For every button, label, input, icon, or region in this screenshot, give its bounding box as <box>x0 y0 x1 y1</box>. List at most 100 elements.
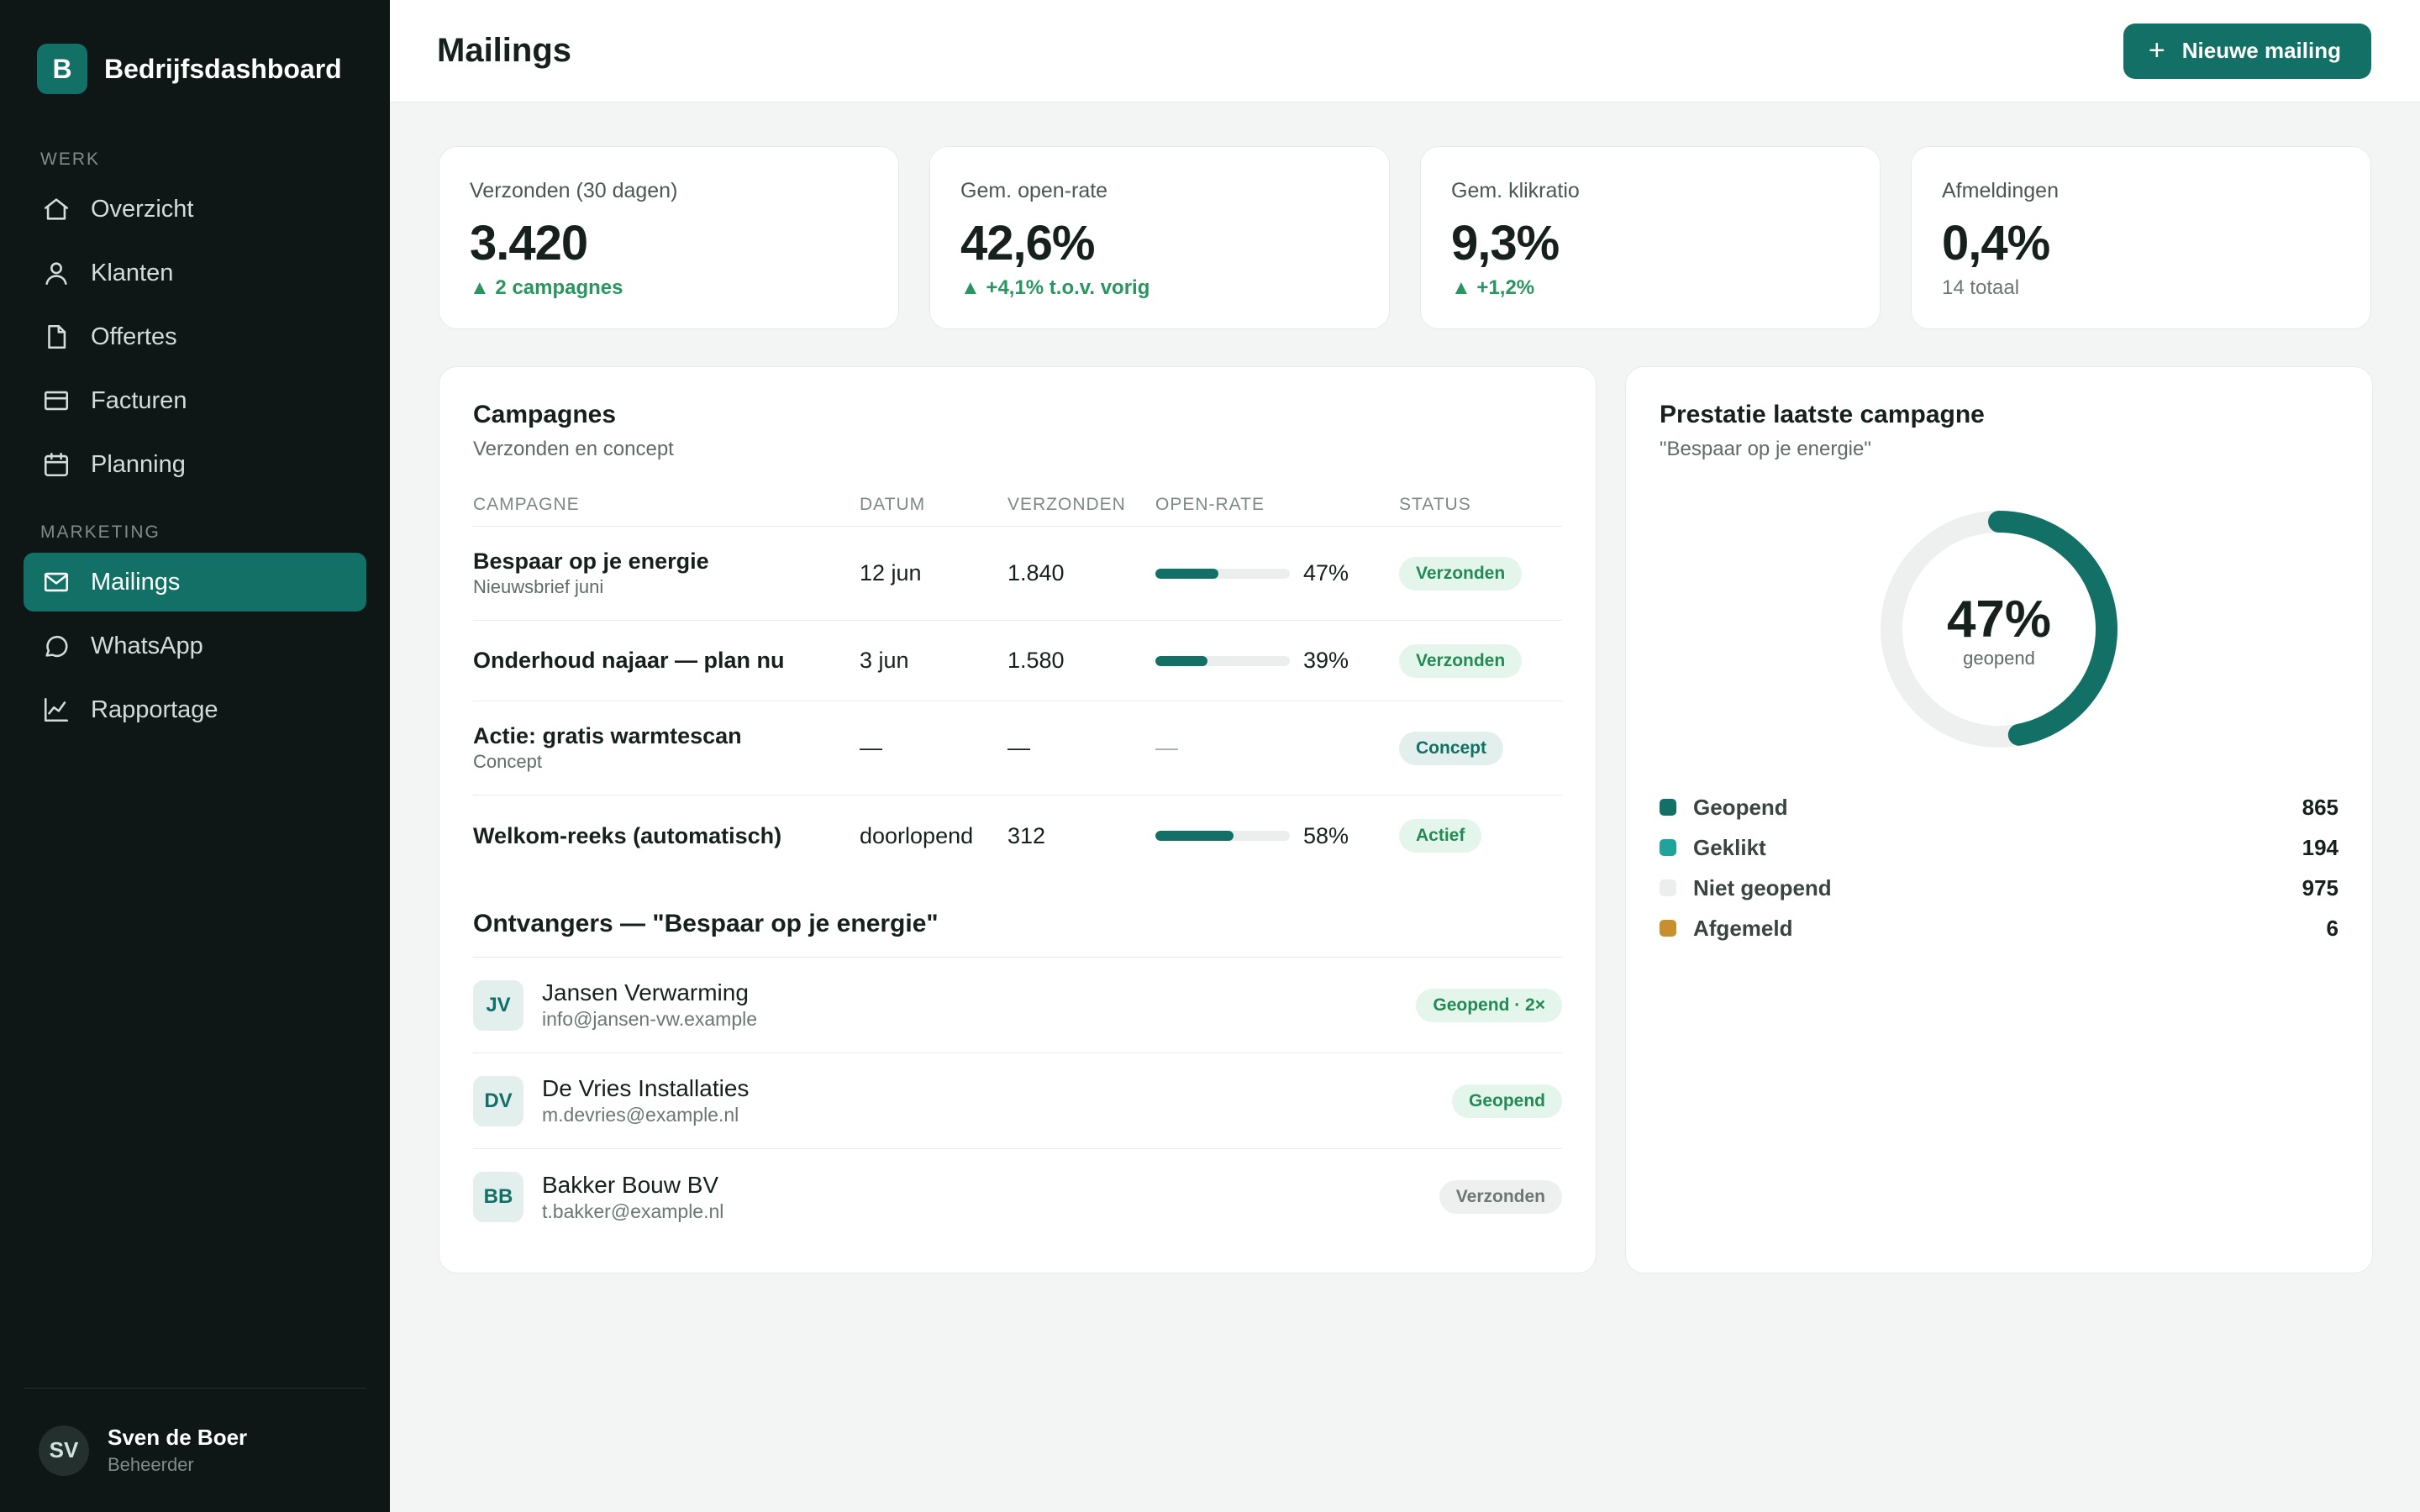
open-rate-fill <box>1155 655 1208 666</box>
brand[interactable]: B Bedrijfsdashboard <box>0 0 390 138</box>
sidebar-item-facturen[interactable]: Facturen <box>24 371 366 430</box>
open-rate-bar <box>1155 655 1290 666</box>
kpi-trend: ▲ +4,1% t.o.v. vorig <box>960 276 1150 299</box>
chart-icon <box>42 696 71 724</box>
topbar: Mailings + Nieuwe mailing <box>390 0 2420 102</box>
sidebar-item-overzicht[interactable]: Overzicht <box>24 180 366 239</box>
legend: Geopend 865 Geklikt 194 Niet geopend 975… <box>1660 787 2338 948</box>
avatar: BB <box>473 1172 523 1222</box>
column-header[interactable]: STATUS <box>1399 494 1471 514</box>
kpi-card-unsubscribes: Afmeldingen 0,4% 14 totaal <box>1911 146 2371 329</box>
column-header[interactable]: CAMPAGNE <box>473 494 580 514</box>
recipient-email: t.bakker@example.nl <box>542 1200 724 1222</box>
donut-arc-opened <box>1881 511 2118 748</box>
recipient-name: Bakker Bouw BV <box>542 1171 719 1198</box>
status-badge: Verzonden <box>1439 1180 1562 1214</box>
kpi-label: Gem. klikratio <box>1451 179 1580 202</box>
sidebar-item-label: Offertes <box>91 323 177 350</box>
campaigns-table: CAMPAGNE DATUM VERZONDEN OPEN-RATE STATU… <box>473 483 1562 876</box>
sidebar-item-label: WhatsApp <box>91 632 203 659</box>
table-row[interactable]: Actie: gratis warmtescan Concept — — — C… <box>473 701 1562 795</box>
table-row[interactable]: Onderhoud najaar — plan nu 3 jun 1.580 3… <box>473 621 1562 701</box>
legend-item: Niet geopend 975 <box>1660 868 2338 908</box>
open-rate-value: 39% <box>1303 648 1349 673</box>
sidebar-item-planning[interactable]: Planning <box>24 435 366 494</box>
chat-icon <box>42 632 71 660</box>
kpi-value: 42,6% <box>960 216 1095 270</box>
column-header[interactable]: OPEN-RATE <box>1155 494 1265 514</box>
kpi-sub: 14 totaal <box>1942 276 2020 299</box>
performance-card: Prestatie laatste campagne "Bespaar op j… <box>1625 366 2373 1273</box>
sidebar-item-mailings[interactable]: Mailings <box>24 553 366 612</box>
campaign-date: 12 jun <box>860 560 922 585</box>
status-badge: Verzonden <box>1399 556 1523 591</box>
campaign-sent: 312 <box>1007 822 1046 848</box>
avatar: JV <box>473 979 523 1031</box>
calendar-icon <box>42 450 71 479</box>
sidebar-item-rapportage[interactable]: Rapportage <box>24 680 366 739</box>
brand-logo: B <box>37 44 87 94</box>
column-header[interactable]: DATUM <box>860 494 926 514</box>
open-rate-fill <box>1155 831 1234 841</box>
sidebar-item-label: Planning <box>91 450 186 478</box>
legend-item: Geopend 865 <box>1660 787 2338 827</box>
user-role: Beheerder <box>108 1454 194 1475</box>
campaign-name: Actie: gratis warmtescan <box>473 723 742 748</box>
legend-value: 194 <box>2302 834 2338 860</box>
kpi-trend: ▲ +1,2% <box>1451 276 1535 299</box>
credit-card-icon <box>42 386 71 415</box>
open-rate-value: — <box>1155 735 1178 760</box>
kpi-label: Afmeldingen <box>1942 179 2059 202</box>
campaign-sent: — <box>1007 735 1030 760</box>
list-item[interactable]: BB Bakker Bouw BV t.bakker@example.nl Ve… <box>473 1149 1562 1245</box>
kpi-value: 0,4% <box>1942 216 2050 270</box>
legend-label: Geopend <box>1693 794 1788 820</box>
legend-swatch <box>1660 839 1676 856</box>
column-header[interactable]: VERZONDEN <box>1007 494 1126 514</box>
campaign-date: doorlopend <box>860 822 974 848</box>
list-item[interactable]: DV De Vries Installaties m.devries@examp… <box>473 1053 1562 1149</box>
campaigns-subtitle: Verzonden en concept <box>473 438 674 460</box>
legend-item: Afgemeld 6 <box>1660 908 2338 948</box>
open-rate-value: 47% <box>1303 560 1349 585</box>
kpi-trend: ▲ 2 campagnes <box>470 276 623 299</box>
table-row[interactable]: Welkom-reeks (automatisch) doorlopend 31… <box>473 795 1562 876</box>
document-icon <box>42 323 71 351</box>
user-name: Sven de Boer <box>108 1425 248 1450</box>
sidebar-item-klanten[interactable]: Klanten <box>24 244 366 302</box>
sidebar: B Bedrijfsdashboard WERK Overzicht Klant… <box>0 0 390 1512</box>
sidebar-item-whatsapp[interactable]: WhatsApp <box>24 617 366 675</box>
legend-swatch <box>1660 920 1676 937</box>
user-profile[interactable]: SV Sven de Boer Beheerder <box>24 1388 366 1512</box>
campaign-name: Bespaar op je energie <box>473 549 709 574</box>
kpi-card-click-rate: Gem. klikratio 9,3% ▲ +1,2% <box>1420 146 1881 329</box>
donut-svg <box>1881 511 2118 748</box>
donut-percentage: 47% <box>1946 590 2052 648</box>
legend-label: Afgemeld <box>1693 915 1793 941</box>
legend-value: 865 <box>2302 794 2338 820</box>
recipient-email: m.devries@example.nl <box>542 1104 739 1126</box>
campaign-date: 3 jun <box>860 648 909 673</box>
table-header: CAMPAGNE DATUM VERZONDEN OPEN-RATE STATU… <box>473 483 1562 527</box>
legend-value: 975 <box>2302 874 2338 900</box>
legend-swatch <box>1660 879 1676 896</box>
list-item[interactable]: JV Jansen Verwarming info@jansen-vw.exam… <box>473 958 1562 1053</box>
avatar: DV <box>473 1075 523 1126</box>
legend-item: Geklikt 194 <box>1660 827 2338 868</box>
campaign-subtitle: Concept <box>473 751 542 772</box>
open-rate-bar <box>1155 831 1290 841</box>
kpi-label: Gem. open-rate <box>960 179 1108 202</box>
donut-chart: 47% geopend <box>1873 503 2125 755</box>
legend-swatch <box>1660 799 1676 816</box>
sidebar-item-offertes[interactable]: Offertes <box>24 307 366 366</box>
open-rate-value: 58% <box>1303 822 1349 848</box>
status-badge: Actief <box>1399 819 1482 853</box>
recipient-email: info@jansen-vw.example <box>542 1008 758 1030</box>
new-mailing-button[interactable]: + Nieuwe mailing <box>2123 23 2371 79</box>
donut-label: geopend <box>1963 647 2035 669</box>
status-badge: Concept <box>1399 731 1503 765</box>
plus-icon: + <box>2148 34 2165 66</box>
table-row[interactable]: Bespaar op je energie Nieuwsbrief juni 1… <box>473 527 1562 621</box>
sidebar-item-label: Rapportage <box>91 696 218 723</box>
campaigns-title: Campagnes <box>473 401 617 428</box>
